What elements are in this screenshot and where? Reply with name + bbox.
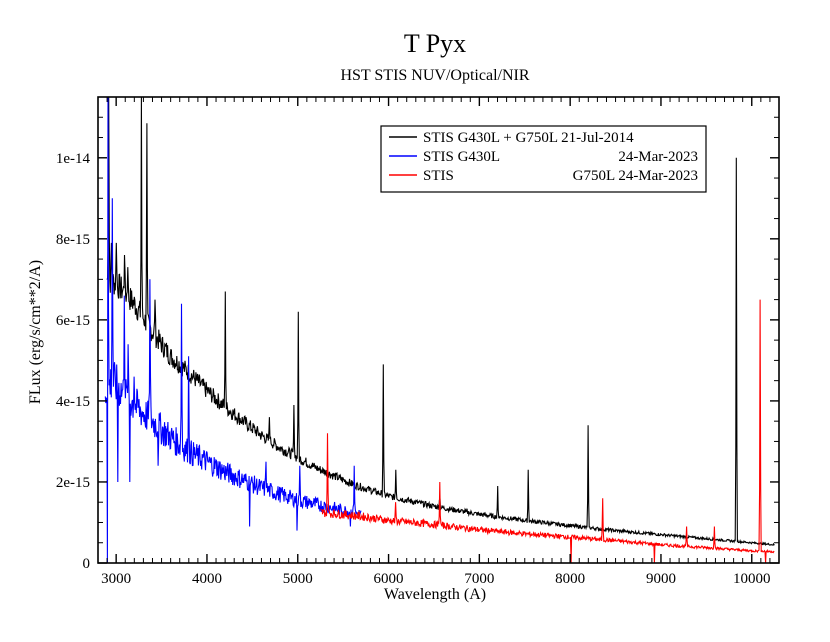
x-tick-label: 10000 <box>733 571 771 587</box>
y-tick-label: 1e-14 <box>56 151 91 167</box>
plot-area <box>104 97 775 563</box>
x-tick-label: 6000 <box>374 571 404 587</box>
legend-label: STIS G430L + G750L 21-Jul-2014 <box>423 130 634 146</box>
legend-label-right: G750L 24-Mar-2023 <box>573 168 698 184</box>
x-tick-label: 5000 <box>283 571 313 587</box>
legend: STIS G430L + G750L 21-Jul-2014 STIS G430L… <box>380 125 707 193</box>
y-tick-label: 4e-15 <box>56 394 90 410</box>
y-tick-label: 2e-15 <box>56 475 90 491</box>
plot-frame <box>97 96 780 564</box>
legend-label-right: 24-Mar-2023 <box>618 149 698 165</box>
x-axis-label: Wavelength (A) <box>384 586 486 603</box>
y-tick-label: 0 <box>83 556 91 572</box>
legend-label: STIS G430L <box>423 149 500 165</box>
y-tick-label: 8e-15 <box>56 232 90 248</box>
x-tick-label: 9000 <box>646 571 676 587</box>
axes: 3000 4000 5000 6000 7000 8000 9000 10000 0 2e-15 4… <box>56 96 780 587</box>
series-line-3 <box>320 299 775 563</box>
x-tick-label: 3000 <box>101 571 131 587</box>
x-tick-label: 7000 <box>464 571 494 587</box>
y-tick-label: 6e-15 <box>56 313 90 329</box>
legend-box <box>380 125 707 193</box>
chart-title: T Pyx <box>404 29 466 58</box>
series-line-2 <box>104 97 362 563</box>
x-tick-label: 8000 <box>555 571 585 587</box>
legend-label: STIS <box>423 168 454 184</box>
y-axis-label: FLux (erg/s/cm**2/A) <box>27 260 44 404</box>
series-line-1 <box>106 97 775 547</box>
x-tick-label: 4000 <box>192 571 222 587</box>
chart-subtitle: HST STIS NUV/Optical/NIR <box>340 67 529 84</box>
